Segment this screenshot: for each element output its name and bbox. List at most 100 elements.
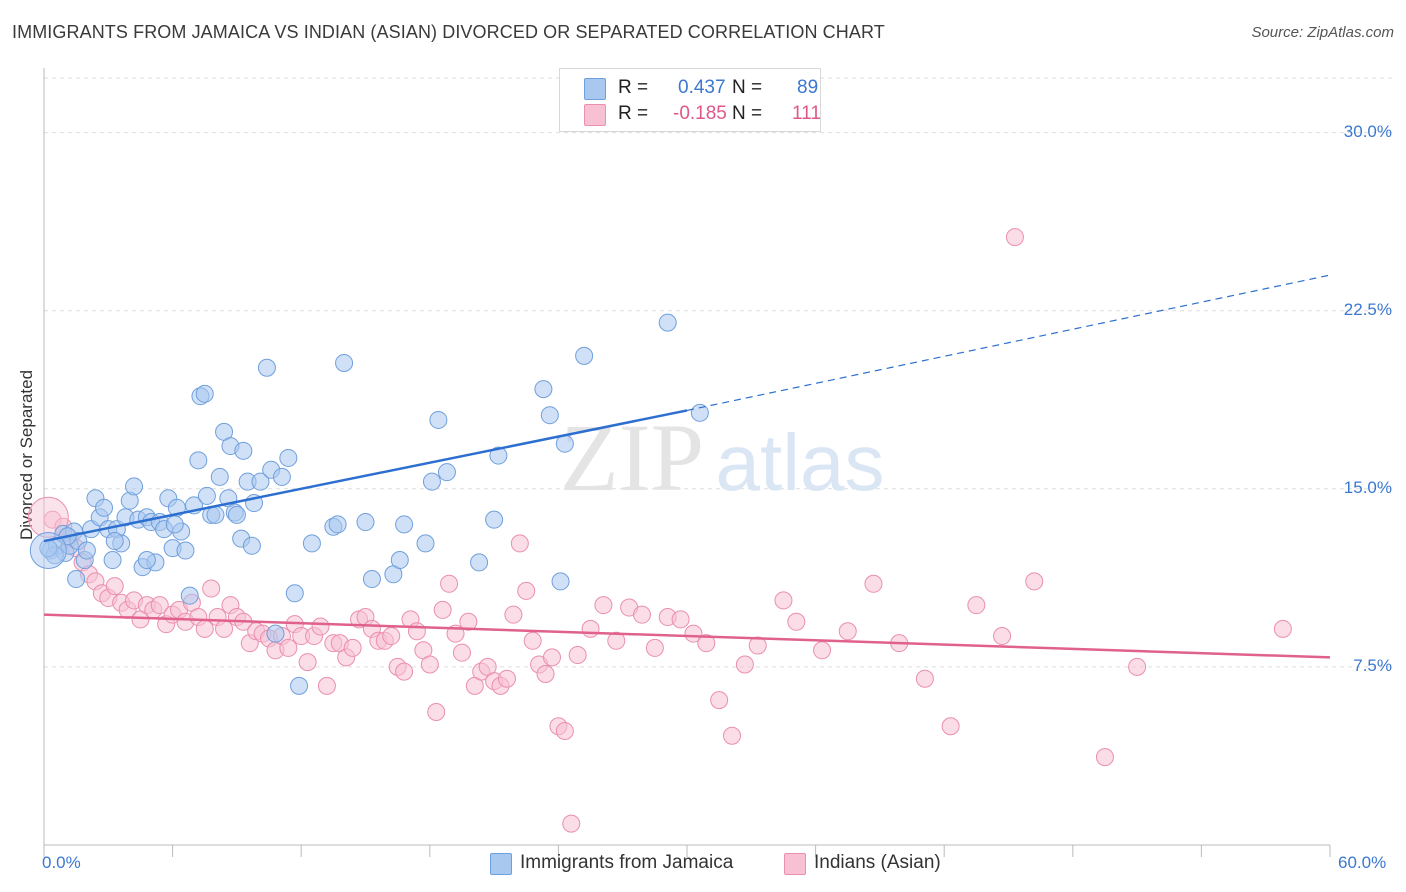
blue-data-point [390, 551, 409, 570]
pink-data-point [1273, 619, 1292, 638]
blue-data-point [251, 472, 270, 491]
pink-data-point [504, 605, 523, 624]
pink-data-point [967, 596, 986, 615]
blue-data-point [534, 380, 553, 399]
pink-data-point [105, 577, 124, 596]
pink-data-point [915, 669, 934, 688]
watermark: ZIP atlas [560, 404, 884, 511]
blue-data-point [690, 403, 709, 422]
blue-data-point [290, 676, 309, 695]
blue-data-point [105, 532, 124, 551]
blue-data-point [197, 486, 216, 505]
y-tick-label: 7.5% [1353, 655, 1392, 675]
blue-data-point [206, 505, 225, 524]
pink-data-point [1025, 572, 1044, 591]
blue-data-point [137, 551, 156, 570]
blue-data-point [429, 410, 448, 429]
pink-data-point [607, 631, 626, 650]
y-tick-label: 15.0% [1343, 477, 1392, 497]
r-label: R = [618, 77, 649, 98]
pink-data-point [581, 619, 600, 638]
blue-data-point [540, 406, 559, 425]
pink-swatch [584, 104, 606, 126]
pink-data-point [838, 622, 857, 641]
blue-data-point [227, 505, 246, 524]
blue-data-point [234, 441, 253, 460]
pink-data-point [407, 622, 426, 641]
pink-data-point [632, 605, 651, 624]
watermark-atlas: atlas [716, 418, 885, 507]
pink-data-point [427, 703, 446, 722]
pink-data-point [723, 726, 742, 745]
pink-series-points [27, 228, 1292, 833]
pink-data-point [562, 814, 581, 833]
y-tick-label: 22.5% [1343, 299, 1392, 319]
pink-data-point [298, 653, 317, 672]
pink-trend-line [43, 613, 1331, 659]
pink-data-point [542, 648, 561, 667]
pink-data-point [774, 591, 793, 610]
n-label: N = [732, 77, 763, 98]
blue-legend-swatch [490, 853, 512, 875]
pink-data-point [459, 612, 478, 631]
blue-data-point [422, 472, 441, 491]
x-axis-min-label: 0.0% [42, 853, 81, 872]
legend-label-indian: Indians (Asian) [814, 852, 941, 873]
blue-data-point [189, 451, 208, 470]
chart-title: IMMIGRANTS FROM JAMAICA VS INDIAN (ASIAN… [12, 22, 885, 42]
blue-data-point [165, 515, 184, 534]
r-value-indian: -0.185 [673, 103, 727, 124]
pink-data-point [748, 636, 767, 655]
blue-data-point [77, 541, 96, 560]
pink-data-point [452, 643, 471, 662]
pink-data-point [440, 574, 459, 593]
pink-data-point [510, 534, 529, 553]
blue-data-point [551, 572, 570, 591]
n-value-indian: 111 [792, 103, 821, 124]
axes [43, 68, 1331, 857]
blue-data-point [575, 346, 594, 365]
blue-data-point [279, 448, 298, 467]
n-value-jamaica: 89 [797, 77, 819, 98]
pink-data-point [813, 641, 832, 660]
x-axis-max-label: 60.0% [1338, 853, 1387, 872]
pink-data-point [594, 596, 613, 615]
source-credit: Source: ZipAtlas.com [1251, 24, 1394, 41]
blue-data-point [67, 570, 86, 589]
blue-data-point [437, 463, 456, 482]
pink-data-point [671, 610, 690, 629]
pink-data-point [735, 655, 754, 674]
blue-data-point [658, 313, 677, 332]
trend-lines [43, 274, 1331, 659]
blue-data-point [489, 446, 508, 465]
pink-data-point [420, 655, 439, 674]
pink-data-point [864, 574, 883, 593]
pink-data-point [1128, 657, 1147, 676]
blue-data-point [125, 477, 144, 496]
pink-data-point [710, 691, 729, 710]
blue-data-point [176, 541, 195, 560]
blue-data-point [266, 624, 285, 643]
blue-trend-extension [686, 274, 1331, 412]
pink-data-point [697, 634, 716, 653]
watermark-zip: ZIP [560, 404, 704, 511]
pink-data-point [568, 646, 587, 665]
pink-data-point [395, 662, 414, 681]
blue-data-point [470, 553, 489, 572]
pink-data-point [311, 617, 330, 636]
legend-label-jamaica: Immigrants from Jamaica [520, 852, 734, 873]
stats-legend: R = 0.437 N = 89 R = -0.185 N = 111 [559, 68, 821, 132]
pink-data-point [279, 638, 298, 657]
blue-data-point [285, 584, 304, 603]
blue-swatch [584, 78, 606, 100]
blue-data-point [395, 515, 414, 534]
blue-data-point [103, 551, 122, 570]
blue-data-point [180, 586, 199, 605]
blue-data-point [242, 536, 261, 555]
r-label: R = [618, 103, 649, 124]
pink-data-point [555, 722, 574, 741]
pink-data-point [517, 581, 536, 600]
pink-data-point [382, 627, 401, 646]
blue-trend-line [43, 409, 688, 543]
